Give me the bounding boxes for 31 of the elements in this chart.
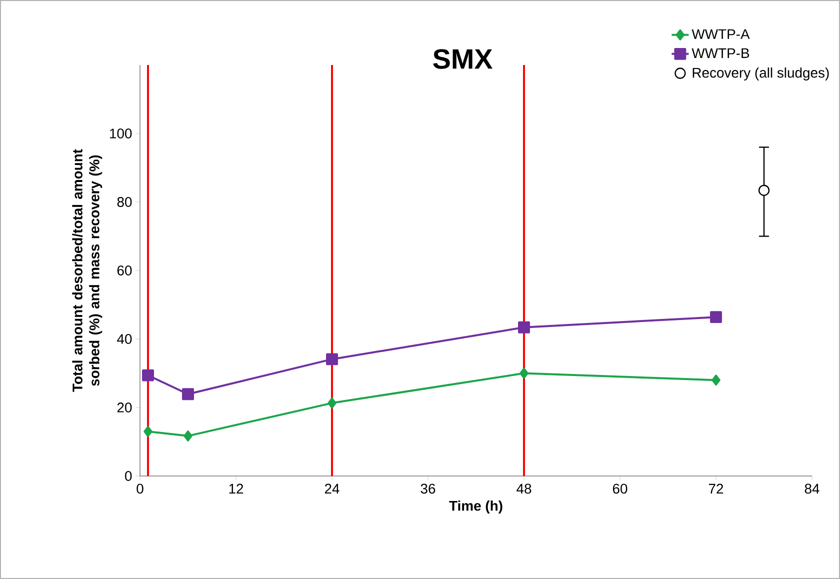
x-axis-title: Time (h) bbox=[449, 500, 502, 514]
point bbox=[184, 430, 192, 442]
x-tick-label: 36 bbox=[420, 484, 436, 494]
y-tick-label: 60 bbox=[117, 266, 132, 276]
point bbox=[520, 368, 528, 379]
point bbox=[326, 353, 338, 366]
point bbox=[518, 321, 530, 334]
point bbox=[328, 398, 336, 409]
x-tick-label: 24 bbox=[324, 484, 340, 494]
legend-label: WWTP-B bbox=[692, 48, 750, 58]
x-tick-label: 48 bbox=[516, 484, 532, 494]
y-tick-label: 100 bbox=[110, 128, 132, 138]
point bbox=[758, 184, 770, 196]
legend-label: WWTP-A bbox=[692, 29, 750, 39]
y-axis-title: Total amount desorbed/total amount sorbed (%) and mass recovery (%) bbox=[72, 149, 102, 392]
y-tick-label: 20 bbox=[117, 402, 132, 412]
x-tick-label: 60 bbox=[612, 484, 628, 494]
point bbox=[182, 388, 194, 400]
chart-title: SMX bbox=[433, 49, 493, 69]
point bbox=[710, 311, 722, 324]
x-tick-label: 0 bbox=[136, 484, 144, 494]
point bbox=[142, 369, 154, 382]
y-tick-label: 40 bbox=[117, 334, 132, 344]
point bbox=[712, 374, 720, 386]
x-tick-label: 72 bbox=[708, 484, 724, 494]
y-tick-label: 0 bbox=[125, 471, 132, 481]
x-tick-label: 12 bbox=[229, 484, 244, 494]
y-tick-label: 80 bbox=[117, 197, 132, 207]
legend-label: Recovery (all sludges) bbox=[692, 67, 829, 80]
point bbox=[144, 426, 152, 437]
x-tick-label: 84 bbox=[804, 484, 820, 494]
